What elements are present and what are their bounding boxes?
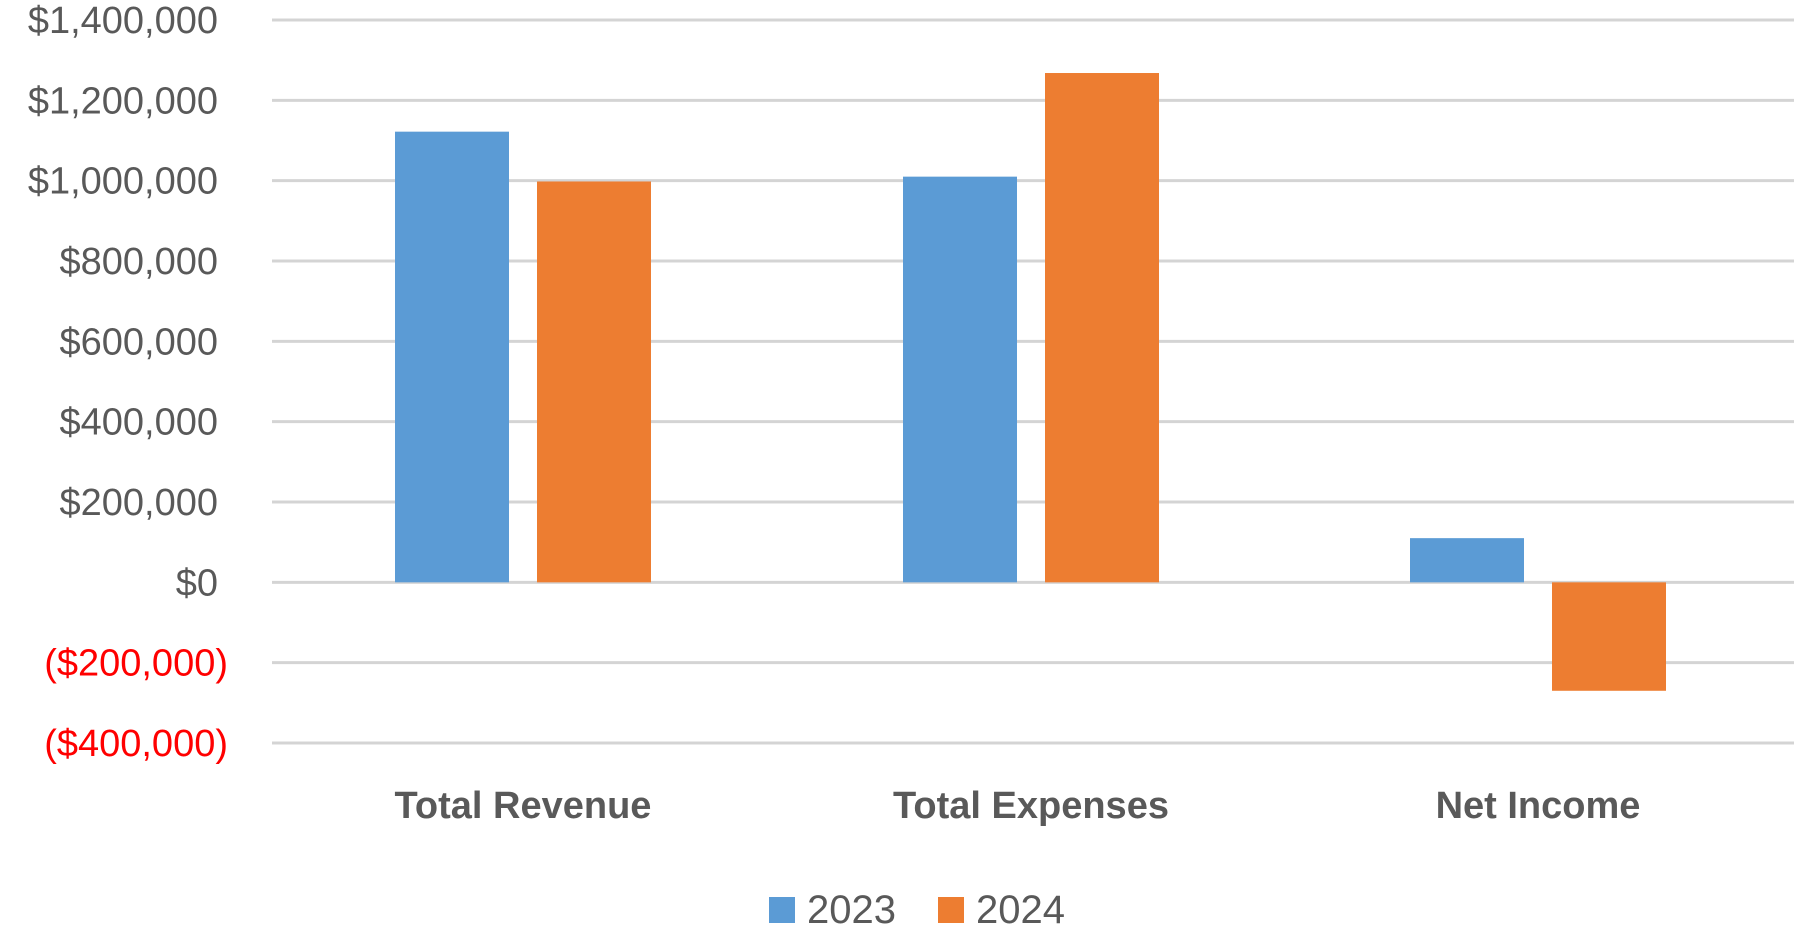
y-tick-label: $1,400,000	[28, 0, 218, 42]
y-tick-label: $600,000	[60, 321, 219, 363]
x-category-label: Net Income	[1436, 785, 1641, 827]
legend-label-2023: 2023	[807, 888, 896, 929]
bar-2023-net-income	[1410, 538, 1524, 583]
bar-2023-total-revenue	[395, 131, 509, 583]
bars	[395, 73, 1666, 691]
y-tick-label: $1,000,000	[28, 161, 218, 203]
y-tick-label: ($200,000)	[44, 643, 228, 685]
bar-2023-total-expenses	[903, 176, 1017, 583]
legend-label-2024: 2024	[976, 888, 1065, 929]
y-tick-label: ($400,000)	[44, 723, 228, 765]
legend-swatch-2023	[769, 897, 795, 923]
bar-2024-total-expenses	[1045, 73, 1159, 583]
bar-2024-total-revenue	[537, 181, 651, 583]
gridlines	[272, 18, 1794, 745]
y-tick-label: $800,000	[60, 241, 219, 283]
y-tick-label: $0	[176, 562, 218, 604]
y-tick-label: $400,000	[60, 402, 219, 444]
bar-2024-net-income	[1552, 582, 1666, 691]
legend-swatch-2024	[938, 897, 964, 923]
x-category-label: Total Revenue	[395, 785, 652, 827]
y-tick-label: $1,200,000	[28, 80, 218, 122]
x-axis-category-labels: Total Revenue Total Expenses Net Income	[395, 785, 1641, 827]
legend: 2023 2024	[769, 888, 1065, 932]
y-tick-label: $200,000	[60, 482, 219, 524]
y-axis-tick-labels: $1,400,000 $1,200,000 $1,000,000 $800,000 $6…	[28, 0, 228, 765]
x-category-label: Total Expenses	[893, 785, 1169, 827]
